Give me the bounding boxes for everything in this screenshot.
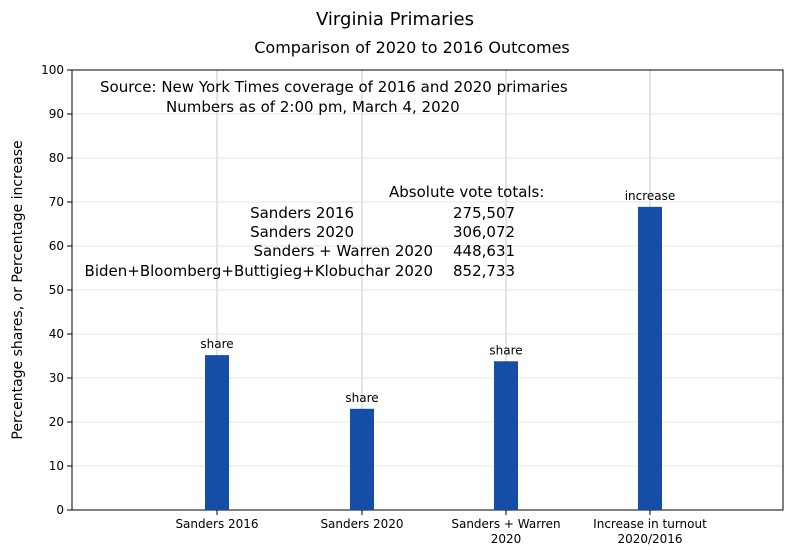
bar (205, 355, 229, 510)
totals-label-2: Sanders 2020 (250, 223, 354, 241)
totals-label-3: Sanders + Warren 2020 (253, 242, 433, 260)
chart-subtitle: Comparison of 2020 to 2016 Outcomes (254, 38, 570, 57)
source-line-1: Source: New York Times coverage of 2016 … (100, 78, 568, 96)
y-tick-label: 50 (49, 283, 64, 297)
x-tick-label: Sanders 2020 (320, 517, 403, 531)
bar-label: share (200, 337, 233, 351)
y-tick-label: 20 (49, 415, 64, 429)
y-tick-label: 90 (49, 107, 64, 121)
totals-value-1: 275,507 (453, 204, 515, 222)
x-axis-categories: Sanders 2016 Sanders 2020 Sanders + Warren… (175, 510, 707, 546)
bar-label: share (345, 391, 378, 405)
y-tick-label: 70 (49, 195, 64, 209)
totals-label-1: Sanders 2016 (250, 204, 354, 222)
gridlines (72, 70, 783, 510)
totals-value-4: 852,733 (453, 262, 515, 280)
bar-label: share (489, 343, 522, 357)
totals-value-2: 306,072 (453, 223, 515, 241)
y-tick-label: 30 (49, 371, 64, 385)
bar (638, 206, 662, 510)
x-tick-label: Sanders 2016 (175, 517, 258, 531)
bar (494, 361, 518, 510)
y-tick-label: 10 (49, 459, 64, 473)
y-tick-label: 60 (49, 239, 64, 253)
x-tick-label: Sanders + Warren 2020 (451, 517, 560, 546)
source-line-2: Numbers as of 2:00 pm, March 4, 2020 (166, 98, 460, 116)
y-axis-label: Percentage shares, or Percentage increas… (10, 140, 26, 439)
y-axis-ticks: 0 10 20 30 40 50 60 70 80 90 100 (41, 63, 72, 517)
totals-label-4: Biden+Bloomberg+Buttigieg+Klobuchar 2020 (85, 262, 433, 280)
bar (350, 408, 374, 510)
chart-title: Virginia Primaries (316, 9, 474, 30)
x-tick-label: Increase in turnout 2020/2016 (593, 517, 707, 546)
bars: share share share increase (200, 189, 675, 510)
y-tick-label: 0 (56, 503, 64, 517)
totals-heading: Absolute vote totals: (389, 183, 544, 201)
totals-value-3: 448,631 (453, 242, 515, 260)
bar-label: increase (625, 189, 676, 203)
y-tick-label: 80 (49, 151, 64, 165)
y-tick-label: 40 (49, 327, 64, 341)
y-tick-label: 100 (41, 63, 64, 77)
